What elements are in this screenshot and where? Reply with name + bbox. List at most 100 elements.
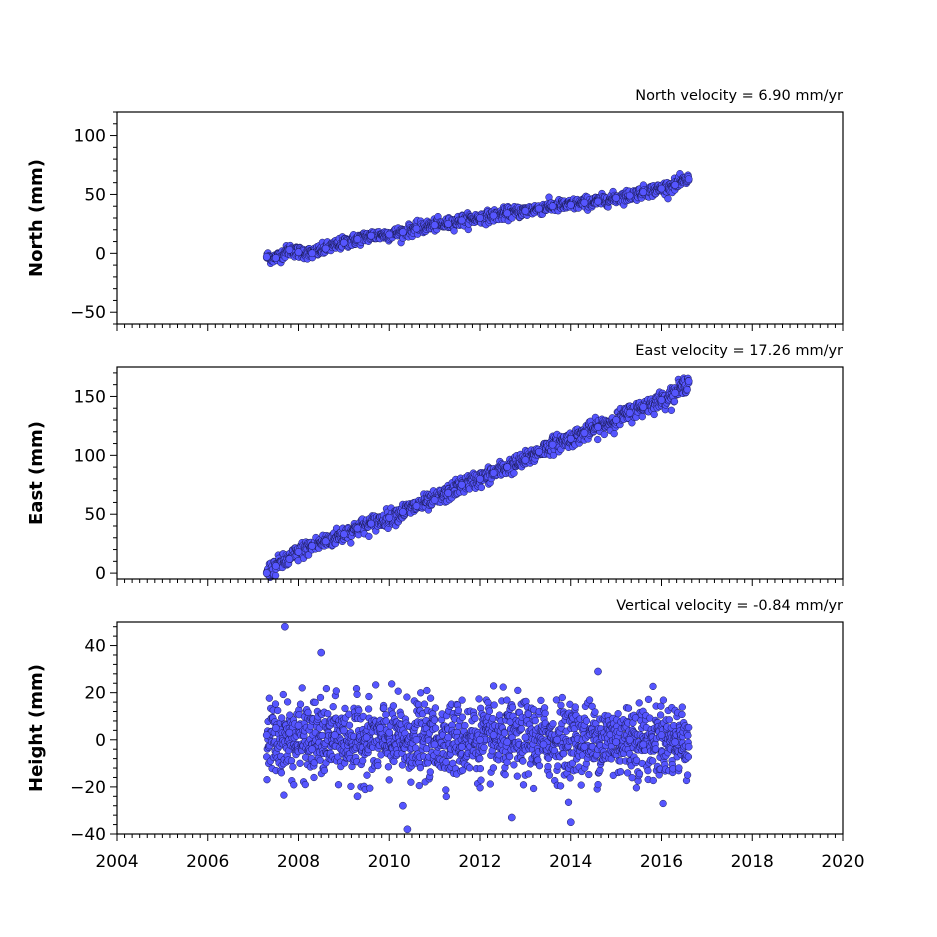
data-point [466,764,474,772]
data-point [277,769,286,777]
x-tick-label: 2016 [640,852,683,872]
data-point [557,701,565,709]
data-point [594,197,602,206]
data-point [624,704,633,712]
data-point [353,792,362,801]
data-point [585,696,594,704]
north-scatter-points [262,170,693,268]
data-point [347,539,355,547]
data-point [548,202,557,211]
data-point [366,784,374,792]
east-y-axis-label: East (mm) [26,421,47,525]
data-point [334,781,343,789]
data-point [359,757,367,765]
y-tick-label: 40 [84,637,106,657]
data-point [684,753,693,761]
data-point [367,231,375,240]
data-point [289,763,297,771]
data-point [324,710,332,718]
data-point [556,782,565,790]
data-point [577,781,585,789]
data-point [274,706,282,715]
data-point [322,684,331,693]
data-point [503,738,512,746]
x-tick-label: 2008 [277,852,320,872]
data-point [480,743,488,752]
data-point [476,475,484,483]
data-point [271,724,280,732]
data-point [458,696,466,704]
data-point [476,784,484,792]
data-point [365,692,373,701]
data-point [510,761,518,769]
data-point [372,681,380,689]
data-point [503,209,512,218]
data-point [566,818,575,827]
data-point [294,548,303,556]
data-point [489,714,497,723]
data-point [308,249,316,258]
data-point [671,181,679,189]
y-tick-label: 0 [95,244,106,264]
data-point [476,764,485,773]
east-velocity-title: East velocity = 17.26 mm/yr [635,343,843,359]
east-panel: 0 50 100 150 East (mm) East velocity = 17.26 … [26,343,844,586]
data-point [430,740,439,749]
data-point [321,537,330,546]
data-point [403,693,411,701]
data-point [614,710,622,718]
data-point [659,696,668,704]
data-point [521,733,530,742]
data-point [296,700,305,708]
data-point [399,508,407,516]
data-point [457,742,466,751]
data-point [475,695,483,703]
north-velocity-title: North velocity = 6.90 mm/yr [635,88,843,104]
x-tick-label: 2010 [368,852,411,872]
data-point [362,733,371,742]
data-point [558,693,566,702]
y-tick-label: 150 [74,387,106,407]
data-point [271,254,280,262]
data-point [442,758,450,766]
data-point [271,571,280,580]
y-tick-label: 100 [74,127,106,147]
data-point [308,542,316,550]
data-point [610,430,618,438]
data-point [585,770,593,779]
data-point [508,703,517,711]
data-point [521,207,530,215]
data-point [506,752,514,761]
data-point [382,711,390,719]
data-point [281,622,289,631]
east-scatter-points [262,374,693,581]
data-point [638,413,646,421]
north-panel: −50 0 50 100 North (mm) North velocity = 6.90… [26,88,844,331]
data-point [678,710,686,719]
data-point [412,224,421,233]
data-point [632,784,641,792]
data-point [353,235,362,244]
data-point [365,532,373,541]
data-point [476,214,484,222]
data-point [345,721,354,729]
data-point [271,700,280,708]
data-point [442,786,450,794]
data-point [544,762,552,771]
data-point [684,175,693,183]
data-point [287,757,296,765]
data-point [671,389,679,397]
data-point [403,825,412,834]
data-point [262,253,271,261]
y-tick-label: 50 [84,505,106,525]
height-velocity-title: Vertical velocity = -0.84 mm/yr [616,598,843,614]
x-tick-label: 2014 [549,852,592,872]
data-point [549,720,557,728]
data-point [279,690,287,699]
data-point [262,569,271,577]
data-point [308,745,316,754]
data-point [301,780,309,789]
data-point [664,195,672,203]
data-point [675,764,683,772]
